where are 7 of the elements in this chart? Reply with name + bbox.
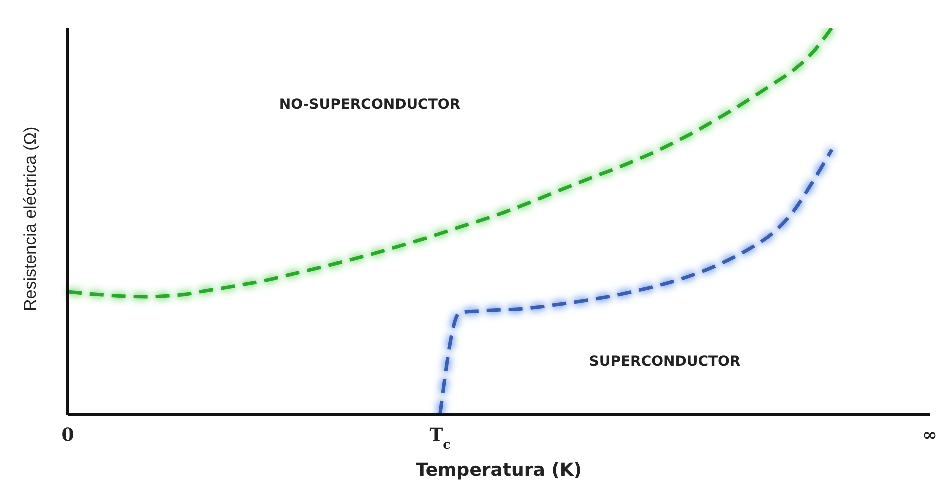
annotation: SUPERCONDUCTOR bbox=[589, 354, 741, 370]
x-tick-label: 0 bbox=[62, 425, 74, 446]
y-axis-title: Resistencia eléctrica (Ω) bbox=[21, 126, 40, 312]
x-axis-title: Temperatura (K) bbox=[416, 460, 582, 481]
x-tick-label: ∞ bbox=[922, 425, 938, 446]
annotation: NO-SUPERCONDUCTOR bbox=[279, 97, 461, 113]
x-tick-label: T$_{c}$ bbox=[430, 425, 452, 452]
